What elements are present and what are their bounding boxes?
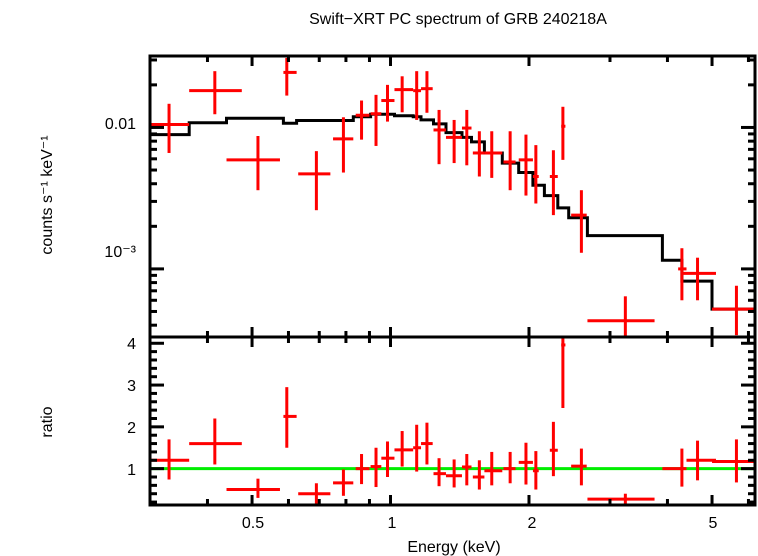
data-point: [561, 106, 566, 160]
ratio-tick-label-4: 4: [127, 336, 136, 353]
axis-ticks: [148, 56, 755, 505]
ratio-point: [549, 421, 558, 477]
ratio-point: [189, 418, 242, 465]
data-point: [413, 71, 422, 120]
x-tick-label-2: 2: [528, 515, 537, 532]
x-tick-label-1: 1: [388, 515, 397, 532]
data-point: [472, 131, 485, 177]
data-point: [189, 71, 242, 115]
ratio-point: [461, 454, 472, 486]
data-point: [333, 117, 354, 173]
ratio-point: [355, 454, 370, 485]
ratio-point: [503, 451, 516, 484]
upper-y-axis-label: counts s⁻¹ keV⁻¹: [39, 135, 56, 254]
data-point: [571, 190, 587, 253]
x-tick-label-0.5: 0.5: [242, 515, 264, 532]
y-tick-label-1e-3: 10⁻³: [104, 244, 136, 261]
data-point: [433, 109, 446, 165]
upper-panel-frame: [148, 54, 757, 339]
data-point: [461, 109, 472, 166]
ratio-point: [532, 451, 539, 490]
x-axis-label: Energy (keV): [407, 539, 500, 556]
data-point: [226, 136, 280, 191]
lower-panel-frame: [148, 335, 757, 507]
ratio-point: [662, 448, 687, 487]
ratio-point: [394, 431, 414, 467]
data-point: [421, 71, 433, 113]
ratio-point: [587, 493, 655, 505]
ratio-point: [298, 483, 331, 504]
upper-panel-marks: [150, 57, 755, 337]
x-tick-label-5: 5: [709, 515, 718, 532]
ratio-point: [283, 387, 297, 448]
y-tick-label-0.01: 0.01: [105, 116, 136, 133]
ratio-tick-label-2: 2: [127, 420, 136, 437]
ratio-point: [413, 424, 422, 472]
lower-panel-marks: [150, 337, 755, 505]
data-point: [370, 94, 382, 146]
ratio-point: [571, 448, 587, 486]
data-point: [150, 103, 190, 153]
data-point: [484, 131, 503, 178]
ratio-point: [686, 440, 716, 481]
data-point: [283, 57, 297, 96]
chart-title: Swift−XRT PC spectrum of GRB 240218A: [309, 11, 607, 28]
model-step-curve: [150, 112, 755, 311]
data-point: [712, 285, 755, 336]
ratio-point: [484, 451, 503, 486]
ratio-tick-label-3: 3: [127, 378, 136, 395]
ratio-point: [421, 422, 433, 465]
ratio-point: [433, 458, 446, 487]
ratio-point: [472, 460, 485, 490]
axes-frames: [148, 54, 757, 507]
data-point: [532, 145, 539, 204]
data-point: [355, 100, 370, 140]
ratio-point: [226, 478, 280, 498]
ratio-point: [518, 442, 533, 485]
ratio-point: [333, 469, 354, 496]
data-point: [445, 119, 462, 164]
ratio-point: [381, 441, 395, 477]
data-point: [681, 257, 716, 301]
lower-y-axis-label: ratio: [39, 406, 56, 437]
data-point: [381, 84, 395, 122]
data-point: [587, 296, 655, 337]
ratio-point: [370, 447, 382, 488]
ratio-tick-label-1: 1: [127, 462, 136, 479]
data-point: [518, 134, 533, 196]
data-point: [503, 131, 516, 191]
ratio-point: [445, 459, 462, 488]
ratio-point: [712, 439, 755, 483]
data-point: [298, 151, 331, 211]
data-point: [549, 150, 558, 216]
ratio-point: [561, 337, 566, 409]
data-point: [394, 76, 414, 113]
